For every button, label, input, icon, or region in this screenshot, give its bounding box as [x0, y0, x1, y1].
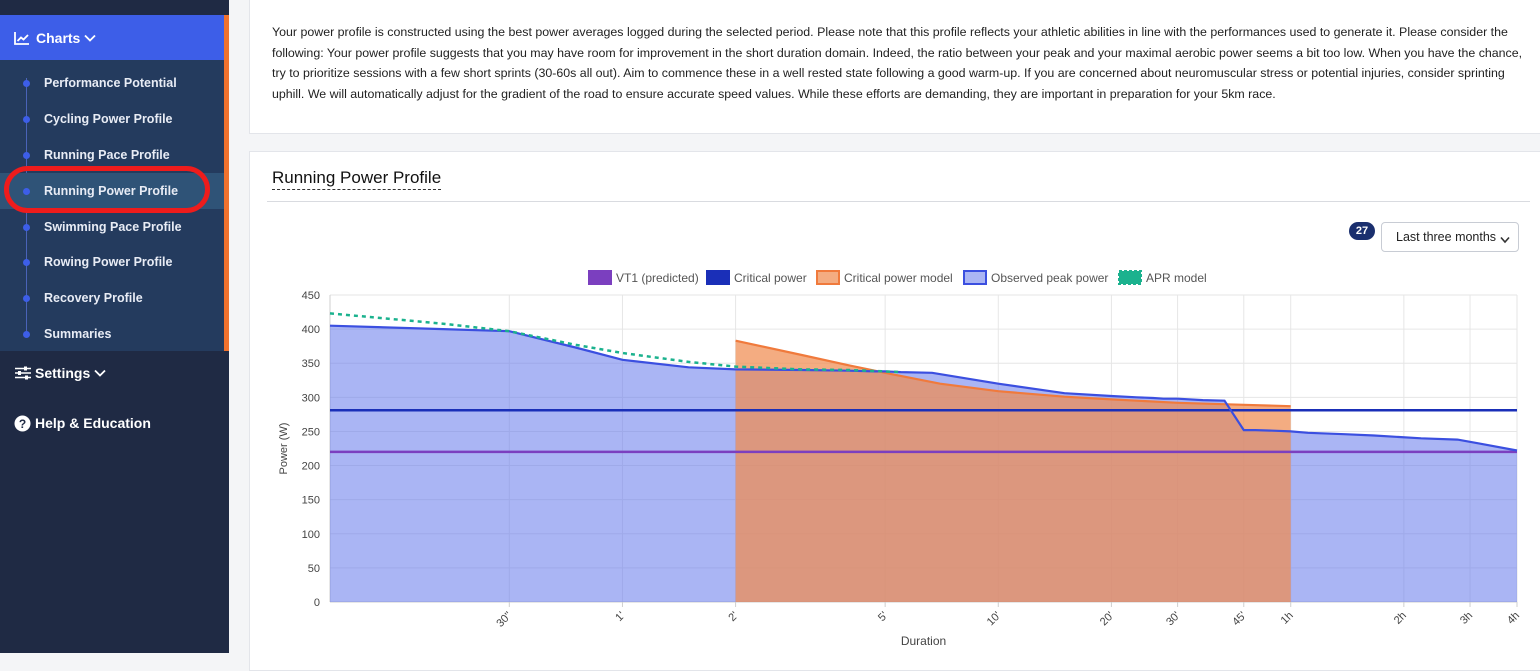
- sidebar-item-rowing-power-profile[interactable]: Rowing Power Profile: [0, 244, 224, 280]
- sidebar-item-label: Summaries: [44, 327, 112, 341]
- highlight-annotation: [4, 166, 210, 213]
- nav-help-label: Help & Education: [35, 415, 151, 431]
- question-circle-icon: ?: [14, 415, 32, 432]
- sidebar-item-label: Recovery Profile: [44, 291, 143, 305]
- chevron-down-icon: [84, 34, 96, 42]
- sidebar-accent-strip: [224, 15, 229, 351]
- nav-charts[interactable]: Charts: [0, 15, 224, 60]
- chevron-down-icon: [94, 369, 106, 377]
- sidebar-item-label: Rowing Power Profile: [44, 255, 173, 269]
- sidebar-item-summaries[interactable]: Summaries: [0, 316, 224, 352]
- sidebar-item-label: Cycling Power Profile: [44, 112, 173, 126]
- sidebar-item-label: Running Pace Profile: [44, 148, 170, 162]
- chart-card: [249, 151, 1540, 671]
- chevron-down-icon: [1500, 233, 1510, 247]
- bullet-dot: [23, 152, 30, 159]
- count-badge: 27: [1349, 222, 1375, 240]
- sidebar-item-label: Running Power Profile: [44, 184, 179, 198]
- section-title: Running Power Profile: [272, 168, 442, 190]
- nav-help[interactable]: ? Help & Education: [0, 408, 224, 438]
- sidebar-item-label: Swimming Pace Profile: [44, 220, 182, 234]
- bullet-dot: [23, 295, 30, 302]
- sidebar-item-label: Performance Potential: [44, 76, 177, 90]
- svg-text:?: ?: [19, 417, 26, 431]
- title-divider: [267, 201, 1530, 202]
- bullet-dot: [23, 224, 30, 231]
- sidebar-item-recovery-profile[interactable]: Recovery Profile: [0, 280, 224, 316]
- nav-settings[interactable]: Settings: [0, 358, 224, 388]
- bullet-dot: [23, 331, 30, 338]
- sidebar-item-swimming-pace-profile[interactable]: Swimming Pace Profile: [0, 209, 224, 245]
- sidebar-item-running-pace-profile[interactable]: Running Pace Profile: [0, 137, 224, 173]
- bullet-dot: [23, 80, 30, 87]
- sliders-icon: [14, 366, 32, 380]
- nav-settings-label: Settings: [35, 365, 91, 381]
- description-card: Your power profile is constructed using …: [249, 0, 1540, 134]
- sidebar-item-performance-potential[interactable]: Performance Potential: [0, 65, 224, 101]
- sidebar: Charts Performance Potential Cycling Pow…: [0, 0, 229, 653]
- bullet-dot: [23, 116, 30, 123]
- period-select[interactable]: Last three months: [1381, 222, 1519, 252]
- sidebar-item-cycling-power-profile[interactable]: Cycling Power Profile: [0, 101, 224, 137]
- power-profile-description: Your power profile is constructed using …: [272, 25, 1523, 101]
- period-select-value: Last three months: [1396, 230, 1497, 244]
- line-chart-icon: [14, 31, 32, 45]
- nav-charts-label: Charts: [36, 29, 81, 46]
- bullet-dot: [23, 259, 30, 266]
